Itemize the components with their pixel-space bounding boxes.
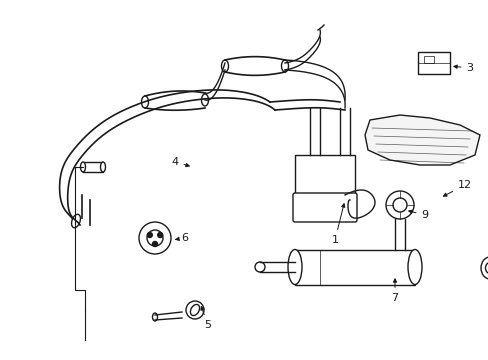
Ellipse shape (81, 162, 85, 172)
Ellipse shape (281, 60, 288, 72)
Text: 6: 6 (175, 233, 188, 243)
Text: 11: 11 (0, 359, 1, 360)
Ellipse shape (139, 222, 171, 254)
Ellipse shape (201, 94, 208, 106)
Text: 13: 13 (0, 359, 1, 360)
Polygon shape (364, 115, 479, 165)
Text: 7: 7 (390, 279, 398, 303)
Text: 3: 3 (453, 63, 472, 73)
Bar (294, 250, 414, 285)
Text: 12: 12 (443, 180, 471, 196)
Text: 10: 10 (0, 359, 1, 360)
Bar (423, 56, 433, 63)
Ellipse shape (480, 257, 488, 279)
Text: 1: 1 (331, 204, 344, 245)
Ellipse shape (152, 313, 157, 321)
Bar (417, 52, 449, 74)
Text: 9: 9 (408, 210, 427, 220)
FancyBboxPatch shape (292, 193, 356, 222)
Bar (83, 162, 103, 172)
Ellipse shape (407, 249, 421, 284)
Ellipse shape (101, 162, 105, 172)
Ellipse shape (385, 191, 413, 219)
Ellipse shape (71, 214, 81, 228)
Ellipse shape (141, 96, 148, 108)
Text: 2: 2 (0, 359, 1, 360)
Circle shape (147, 233, 152, 238)
Ellipse shape (287, 249, 302, 284)
Ellipse shape (254, 262, 264, 272)
Text: 5: 5 (201, 307, 211, 330)
Ellipse shape (147, 230, 163, 246)
Ellipse shape (485, 262, 488, 274)
Circle shape (152, 242, 157, 247)
Ellipse shape (190, 305, 199, 316)
Circle shape (157, 233, 163, 238)
Ellipse shape (392, 198, 406, 212)
Bar (294, 155, 354, 195)
Text: 8: 8 (0, 359, 1, 360)
Ellipse shape (185, 301, 203, 319)
Ellipse shape (221, 60, 228, 72)
Text: 4: 4 (171, 157, 189, 167)
